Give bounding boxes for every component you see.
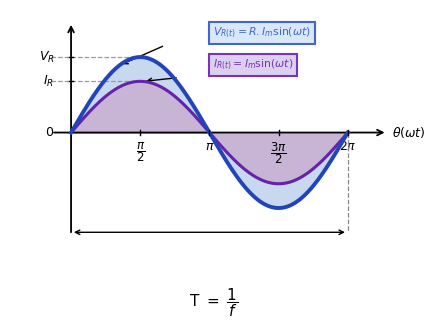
Text: $\dfrac{3\pi}{2}$: $\dfrac{3\pi}{2}$: [270, 141, 286, 166]
Text: $\dfrac{\pi}{2}$: $\dfrac{\pi}{2}$: [135, 141, 145, 164]
Text: $V_{R(t)}=R.I_m\mathrm{sin}(\omega t)$: $V_{R(t)}=R.I_m\mathrm{sin}(\omega t)$: [213, 26, 310, 40]
Text: $\mathrm{T}\ =\ \dfrac{1}{f}$: $\mathrm{T}\ =\ \dfrac{1}{f}$: [188, 286, 238, 319]
Text: $\pi$: $\pi$: [204, 139, 214, 153]
Text: $2\pi$: $2\pi$: [338, 139, 356, 153]
Text: $I_{R(t)}=I_m\mathrm{sin}(\omega t)$: $I_{R(t)}=I_m\mathrm{sin}(\omega t)$: [213, 58, 293, 72]
Text: $I_R$: $I_R$: [43, 74, 54, 89]
Text: $0$: $0$: [45, 126, 54, 139]
Text: $V_R$: $V_R$: [38, 50, 54, 65]
Text: $\theta(\omega t)$: $\theta(\omega t)$: [391, 125, 425, 140]
